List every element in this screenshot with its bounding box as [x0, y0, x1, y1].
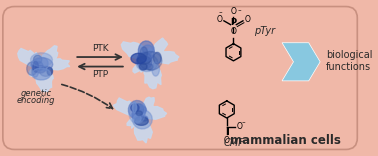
Polygon shape [136, 111, 143, 116]
Polygon shape [137, 106, 147, 113]
Text: P: P [230, 17, 237, 27]
FancyBboxPatch shape [3, 7, 357, 149]
Text: CMF: CMF [224, 138, 245, 148]
Polygon shape [121, 38, 179, 89]
Polygon shape [35, 66, 46, 73]
Polygon shape [140, 47, 147, 58]
Polygon shape [31, 58, 53, 71]
Text: mammalian cells: mammalian cells [231, 134, 341, 147]
Polygon shape [27, 62, 37, 75]
Polygon shape [139, 51, 162, 70]
Polygon shape [34, 55, 42, 64]
Text: functions: functions [326, 62, 371, 72]
Polygon shape [32, 68, 51, 80]
Text: genetic: genetic [21, 89, 52, 98]
Text: O: O [245, 15, 251, 24]
Text: O: O [217, 15, 223, 24]
Polygon shape [129, 102, 146, 124]
Polygon shape [47, 67, 53, 75]
Text: pTyr: pTyr [254, 26, 276, 36]
Polygon shape [131, 104, 139, 112]
Polygon shape [138, 41, 154, 61]
Text: PTP: PTP [92, 70, 108, 79]
Polygon shape [31, 53, 53, 67]
Polygon shape [131, 53, 146, 64]
Polygon shape [143, 45, 153, 54]
Polygon shape [33, 61, 39, 72]
Text: $^{-}$: $^{-}$ [237, 9, 243, 14]
Text: $^{-}$: $^{-}$ [218, 11, 223, 16]
Polygon shape [282, 43, 320, 81]
Polygon shape [137, 56, 150, 64]
Polygon shape [40, 66, 52, 76]
Polygon shape [141, 116, 148, 121]
Text: biological: biological [326, 50, 372, 60]
Text: O: O [231, 7, 236, 16]
Polygon shape [36, 57, 48, 69]
Polygon shape [113, 97, 167, 143]
Polygon shape [129, 100, 146, 119]
Text: PTK: PTK [92, 44, 108, 53]
Polygon shape [32, 64, 39, 77]
Polygon shape [36, 62, 43, 71]
Text: O: O [236, 122, 242, 131]
Polygon shape [152, 62, 160, 76]
Polygon shape [146, 64, 153, 70]
Polygon shape [133, 110, 152, 129]
Polygon shape [134, 104, 144, 115]
Polygon shape [133, 115, 141, 122]
Polygon shape [137, 52, 152, 69]
Polygon shape [153, 52, 161, 64]
Polygon shape [133, 102, 136, 113]
Polygon shape [132, 111, 143, 119]
Polygon shape [139, 63, 147, 70]
Polygon shape [135, 117, 148, 125]
Text: encoding: encoding [17, 96, 56, 105]
Text: $^{-}$: $^{-}$ [241, 121, 246, 126]
Polygon shape [136, 54, 158, 72]
Text: O: O [224, 136, 230, 145]
Text: O: O [231, 27, 236, 36]
Polygon shape [18, 46, 70, 92]
